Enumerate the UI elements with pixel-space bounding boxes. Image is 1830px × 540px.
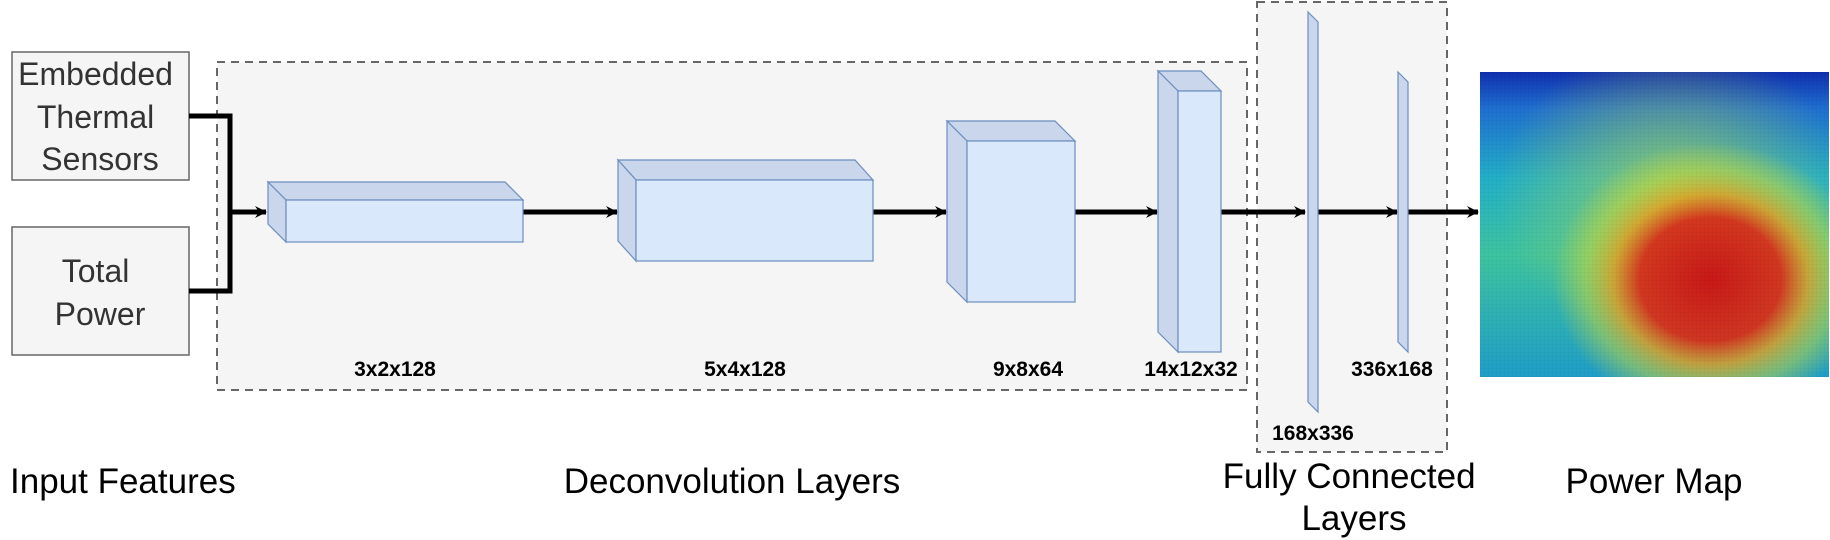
fc-layer-336x168 bbox=[1397, 70, 1409, 354]
section-title-fully-connected: Fully Connected Layers bbox=[1223, 457, 1486, 538]
section-title-power-map: Power Map bbox=[1565, 462, 1742, 501]
input-power-label: Total Power bbox=[55, 253, 146, 332]
input-sensors-box: Embedded Thermal Sensors bbox=[11, 51, 190, 181]
input-power-box: Total Power bbox=[11, 226, 190, 356]
layer-label-14x12x32: 14x12x32 bbox=[1144, 358, 1237, 381]
layer-label-168x336: 168x336 bbox=[1272, 422, 1354, 445]
layer-block-9x8x64 bbox=[945, 119, 1077, 304]
layer-block-14x12x32 bbox=[1156, 69, 1223, 354]
fc-layer-168x336 bbox=[1307, 10, 1319, 414]
layer-block-5x4x128 bbox=[616, 158, 875, 263]
section-title-input-features: Input Features bbox=[10, 462, 236, 501]
layer-block-3x2x128 bbox=[266, 180, 525, 244]
fully-connected-group bbox=[1256, 1, 1448, 453]
layer-label-3x2x128: 3x2x128 bbox=[354, 358, 436, 381]
layer-label-9x8x64: 9x8x64 bbox=[993, 358, 1063, 381]
power-map-heatmap bbox=[1480, 72, 1829, 377]
layer-label-336x168: 336x168 bbox=[1351, 358, 1433, 381]
input-sensors-label: Embedded Thermal Sensors bbox=[18, 56, 182, 177]
input-connector bbox=[189, 113, 233, 294]
section-title-deconvolution: Deconvolution Layers bbox=[564, 462, 901, 501]
layer-label-5x4x128: 5x4x128 bbox=[704, 358, 786, 381]
